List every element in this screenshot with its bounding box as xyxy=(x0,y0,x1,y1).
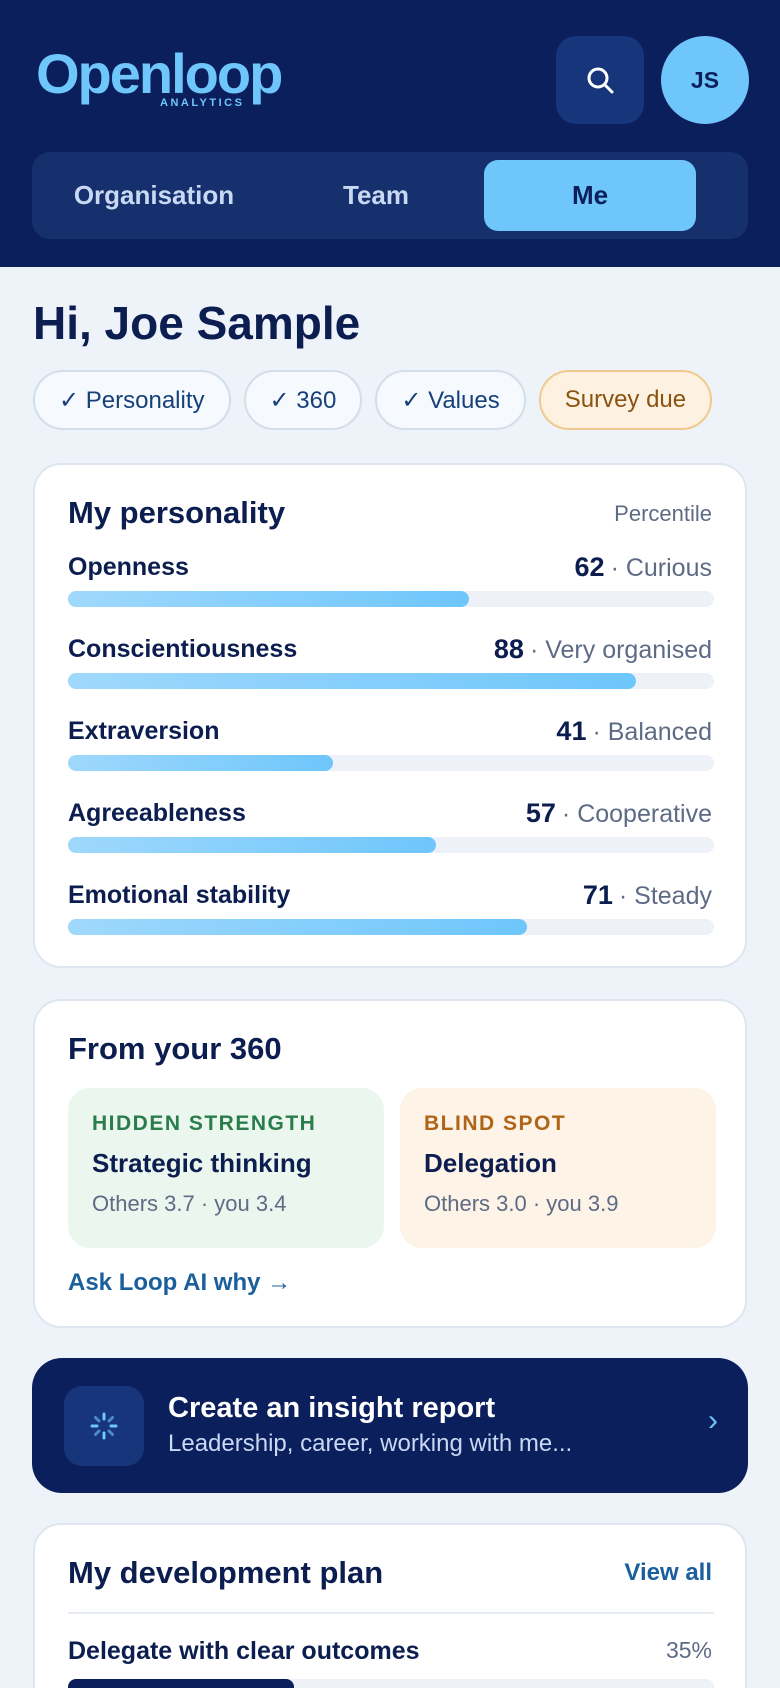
progress-track xyxy=(68,1679,714,1688)
card-title: From your 360 xyxy=(68,1031,282,1066)
trait-name: Agreeableness xyxy=(68,799,246,827)
trait-value: 57 · Cooperative xyxy=(526,798,712,829)
feedback-box: BLIND SPOT Delegation Others 3.0 · you 3.9 xyxy=(400,1088,716,1248)
feedback-kind: BLIND SPOT xyxy=(424,1112,567,1135)
trait-name: Extraversion xyxy=(68,717,220,745)
percentile: 41 xyxy=(556,716,587,746)
logo[interactable]: Openloop xyxy=(36,42,283,105)
trait-value: 71 · Steady xyxy=(583,880,712,911)
spinner xyxy=(90,1412,118,1440)
tab[interactable]: Team xyxy=(343,180,409,210)
plan-progress-label: 35% xyxy=(665,1637,712,1663)
bar xyxy=(68,755,333,771)
logo-subtitle: ANALYTICS xyxy=(160,97,245,109)
bar xyxy=(68,919,527,935)
banner-title: Create an insight report xyxy=(168,1392,496,1424)
development-card: My development plan View all Delegate wi… xyxy=(33,1523,747,1688)
bar-track xyxy=(68,755,714,771)
chip[interactable]: Survey due xyxy=(538,370,713,430)
insight-banner[interactable]: Create an insight report Leadership, car… xyxy=(32,1358,748,1493)
chevron: › xyxy=(708,1404,718,1437)
trait-descriptor: · Curious xyxy=(610,554,712,582)
feedback-detail: Others 3.7 · you 3.4 xyxy=(92,1191,287,1216)
card-title: My personality xyxy=(68,495,286,530)
bar xyxy=(68,837,437,853)
bar-track xyxy=(68,591,714,607)
search-icon xyxy=(587,67,614,94)
feedback-kind: HIDDEN STRENGTH xyxy=(92,1112,317,1135)
trait-value: 88 · Very organised xyxy=(494,634,712,665)
trait-name: Conscientiousness xyxy=(68,635,298,663)
trait-name: Openness xyxy=(68,553,189,581)
chip[interactable]: ✓ Values xyxy=(375,370,526,430)
ask-ai-link[interactable]: Ask Loop AI why → xyxy=(68,1269,292,1296)
search-button[interactable] xyxy=(556,36,644,124)
bar-track xyxy=(68,673,714,689)
percentile: 88 xyxy=(493,634,524,664)
chip[interactable]: ✓ 360 xyxy=(243,370,363,430)
progress-bar xyxy=(68,1679,295,1688)
feedback-detail: Others 3.0 · you 3.9 xyxy=(424,1191,619,1216)
feedback-title: Strategic thinking xyxy=(92,1148,312,1178)
percentile: 71 xyxy=(582,880,613,910)
card-note: Percentile xyxy=(614,501,712,526)
bar xyxy=(68,591,469,607)
tab[interactable]: Me xyxy=(484,160,696,231)
tab[interactable]: Organisation xyxy=(73,180,235,210)
percentile: 62 xyxy=(574,552,605,582)
bar-track xyxy=(68,919,714,935)
header: Openloop ANALYTICS JS Organisation Team Me xyxy=(0,0,780,267)
trait-descriptor: · Steady xyxy=(618,882,712,910)
bar-track xyxy=(68,837,714,853)
banner-subtitle: Leadership, career, working with me... xyxy=(168,1430,573,1457)
spinner-icon xyxy=(64,1386,144,1466)
plan-item: Delegate with clear outcomes xyxy=(68,1637,420,1665)
view-all-link[interactable]: View all xyxy=(624,1559,712,1586)
card-title: My development plan xyxy=(68,1555,384,1590)
trait-descriptor: · Cooperative xyxy=(561,800,712,828)
trait-value: 62 · Curious xyxy=(575,552,712,583)
feedback-card: From your 360 Ask Loop AI why → HIDDEN S… xyxy=(33,999,747,1328)
avatar[interactable]: JS xyxy=(661,36,749,124)
chip[interactable]: ✓ Personality xyxy=(33,370,231,430)
percentile: 57 xyxy=(525,798,556,828)
trait-descriptor: · Balanced xyxy=(592,718,712,746)
trait-name: Emotional stability xyxy=(68,881,291,909)
bar xyxy=(68,673,637,689)
tab-bar: Organisation Team Me xyxy=(32,152,748,239)
status-chips: ✓ Personality ✓ 360 ✓ Values Survey due xyxy=(33,370,713,430)
personality-card: My personality Percentile Openness 62 · Cu… xyxy=(33,463,747,968)
feedback-box: HIDDEN STRENGTH Strategic thinking Others … xyxy=(68,1088,384,1248)
trait-value: 41 · Balanced xyxy=(556,716,712,747)
divider xyxy=(68,1612,714,1614)
trait-descriptor: · Very organised xyxy=(529,636,712,664)
greeting: Hi, Joe Sample xyxy=(33,297,361,349)
feedback-title: Delegation xyxy=(424,1148,557,1178)
